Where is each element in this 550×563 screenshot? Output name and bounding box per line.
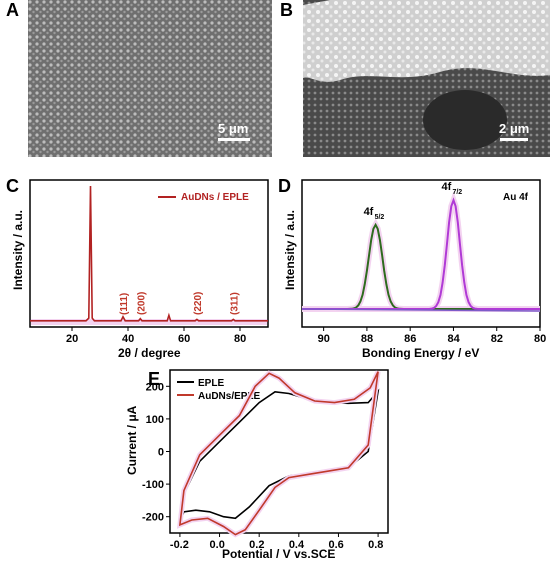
xtick-label-c: 20 <box>66 333 78 345</box>
peak-annotation-c: (311) <box>229 292 240 315</box>
peak-curve-d <box>302 222 540 310</box>
panel-b: B 2 μm <box>280 0 550 157</box>
plot-frame-d <box>301 179 541 328</box>
peak-highlight-d <box>302 218 540 312</box>
sem-image-a <box>28 0 272 157</box>
ytick-label-e: -200 <box>142 512 164 524</box>
ylabel-e: Current / μA <box>125 405 139 475</box>
xtick-label-e: 0.2 <box>249 539 264 551</box>
xtick-label-d: 88 <box>361 333 373 345</box>
panel-c: C Intensity / a.u. 2θ / degree AuDNs / E… <box>6 176 269 360</box>
peak-label-sub-d: 7/2 <box>452 189 462 196</box>
panel-d: D Intensity / a.u. Bonding Energy / eV A… <box>278 176 546 360</box>
scale-label-a: 5 μm <box>218 121 248 136</box>
baseline-highlight-c <box>31 319 267 325</box>
dark-cavity-b <box>423 90 507 150</box>
ytick-label-e: -100 <box>142 479 164 491</box>
xtick-label-e: 0.6 <box>328 539 343 551</box>
xlabel-c: 2θ / degree <box>118 346 181 360</box>
xtick-label-e: 0.4 <box>289 539 305 551</box>
ylabel-c: Intensity / a.u. <box>11 210 25 290</box>
series-line-c <box>30 185 268 322</box>
scale-bar-b <box>500 138 528 141</box>
series-line-e <box>179 388 380 522</box>
legend-c-line <box>158 196 176 198</box>
legend-e-label-0: EPLE <box>198 378 224 389</box>
xtick-label-e: 0.8 <box>368 539 383 551</box>
scale-label-b: 2 μm <box>499 121 529 136</box>
panel-letter-d: D <box>278 176 291 196</box>
xtick-label-d: 84 <box>447 333 460 345</box>
panel-e: E Current / μA Potential / V vs.SCE EPLE… <box>125 369 389 561</box>
xtick-label-d: 80 <box>534 333 546 345</box>
xtick-label-e: -0.2 <box>170 539 189 551</box>
ytick-label-e: 100 <box>146 414 164 426</box>
panel-letter-e: E <box>148 369 160 389</box>
ylabel-d: Intensity / a.u. <box>283 210 297 290</box>
peak-annotation-c: (111) <box>119 293 130 315</box>
xtick-label-c: 40 <box>122 333 134 345</box>
series-line-e <box>178 371 379 536</box>
panel-letter-a: A <box>6 0 19 20</box>
peak-label-d: 4f <box>364 206 374 218</box>
xtick-label-d: 86 <box>404 333 416 345</box>
panel-letter-c: C <box>6 176 19 196</box>
xps-title: Au 4f <box>503 192 529 203</box>
ytick-label-e: 200 <box>146 381 164 393</box>
baseline-d <box>301 308 541 312</box>
xtick-label-c: 60 <box>178 333 190 345</box>
peak-annotation-c: (200) <box>136 292 147 315</box>
panel-letter-b: B <box>280 0 293 20</box>
peak-label-d: 4f <box>441 181 451 193</box>
xlabel-d: Bonding Energy / eV <box>362 346 479 360</box>
xtick-label-e: 0.0 <box>210 539 225 551</box>
xtick-label-d: 90 <box>318 333 330 345</box>
peak-highlight-d <box>302 191 540 312</box>
scale-bar-a <box>218 138 250 141</box>
dendrite-layer-b <box>303 0 550 82</box>
ytick-label-e: 0 <box>158 447 164 459</box>
peak-annotation-c: (220) <box>193 292 204 315</box>
panel-a: A 5 μm <box>6 0 272 157</box>
xtick-label-c: 80 <box>234 333 246 345</box>
peak-label-sub-d: 5/2 <box>375 214 385 221</box>
xtick-label-d: 82 <box>491 333 503 345</box>
legend-e-label-1: AuDNs/EPLE <box>198 391 261 402</box>
legend-c-label: AuDNs / EPLE <box>181 192 249 203</box>
peak-curve-d <box>302 197 540 310</box>
xlabel-e: Potential / V vs.SCE <box>222 547 335 561</box>
plot-frame-c <box>29 179 269 328</box>
